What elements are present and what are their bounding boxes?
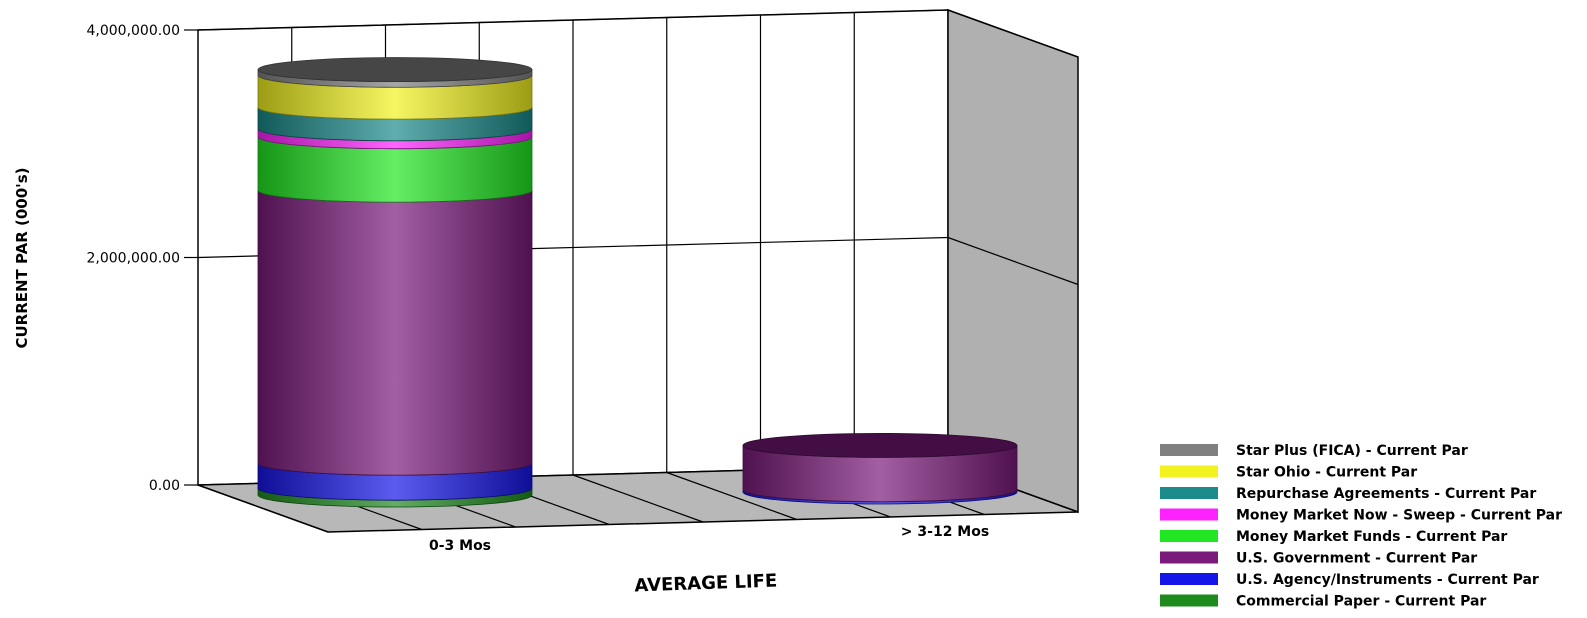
legend-label: Commercial Paper - Current Par <box>1236 594 1486 610</box>
y-tick-label: 0.00 <box>149 478 180 494</box>
legend-item: Money Market Funds - Current Par <box>1160 529 1507 545</box>
y-axis-title: CURRENT PAR (000's) <box>13 167 31 348</box>
bar-stack <box>742 432 1018 505</box>
y-tick-label: 2,000,000.00 <box>86 251 180 267</box>
legend-swatch <box>1160 465 1218 478</box>
gridline-floor <box>572 474 704 523</box>
legend-label: U.S. Government - Current Par <box>1236 551 1477 567</box>
legend-label: Money Market Now - Sweep - Current Par <box>1236 508 1562 524</box>
legend-item: Repurchase Agreements - Current Par <box>1160 486 1536 502</box>
legend-label: U.S. Agency/Instruments - Current Par <box>1236 572 1539 588</box>
legend-item: Star Plus (FICA) - Current Par <box>1160 443 1468 459</box>
bar-segment <box>257 190 533 476</box>
x-tick-label: 0-3 Mos <box>429 538 491 554</box>
legend-label: Star Plus (FICA) - Current Par <box>1236 443 1468 459</box>
y-tick-label: 4,000,000.00 <box>86 23 180 39</box>
gridline-floor <box>197 484 329 533</box>
legend-swatch <box>1160 551 1218 564</box>
legend-label: Star Ohio - Current Par <box>1236 465 1417 481</box>
legend-label: Repurchase Agreements - Current Par <box>1236 486 1536 502</box>
legend: Star Plus (FICA) - Current Par Star Ohio … <box>1160 443 1562 610</box>
legend-item: U.S. Agency/Instruments - Current Par <box>1160 572 1539 588</box>
legend-swatch <box>1160 594 1218 607</box>
legend-swatch <box>1160 530 1218 542</box>
legend-label: Money Market Funds - Current Par <box>1236 529 1507 545</box>
legend-swatch <box>1160 573 1218 585</box>
y-axis-ticks: 0.00 2,000,000.00 4,000,000.00 <box>86 23 198 494</box>
x-tick-label: > 3-12 Mos <box>901 524 989 540</box>
legend-swatch <box>1160 508 1218 521</box>
gridline-side <box>947 236 1079 286</box>
x-axis-title: AVERAGE LIFE <box>634 571 777 597</box>
legend-item: U.S. Government - Current Par <box>1160 551 1477 567</box>
bar-top-cap <box>257 57 533 82</box>
bar-top-cap <box>742 432 1018 458</box>
legend-item: Star Ohio - Current Par <box>1160 465 1417 481</box>
legend-item: Commercial Paper - Current Par <box>1160 594 1486 610</box>
gridline-side <box>947 9 1079 58</box>
legend-swatch <box>1160 444 1218 456</box>
category-labels: 0-3 Mos > 3-12 Mos <box>429 524 989 554</box>
gridline-floor <box>666 471 797 521</box>
bars <box>257 57 1018 508</box>
legend-swatch <box>1160 487 1218 499</box>
legend-item: Money Market Now - Sweep - Current Par <box>1160 508 1562 524</box>
bar-stack <box>257 57 533 508</box>
